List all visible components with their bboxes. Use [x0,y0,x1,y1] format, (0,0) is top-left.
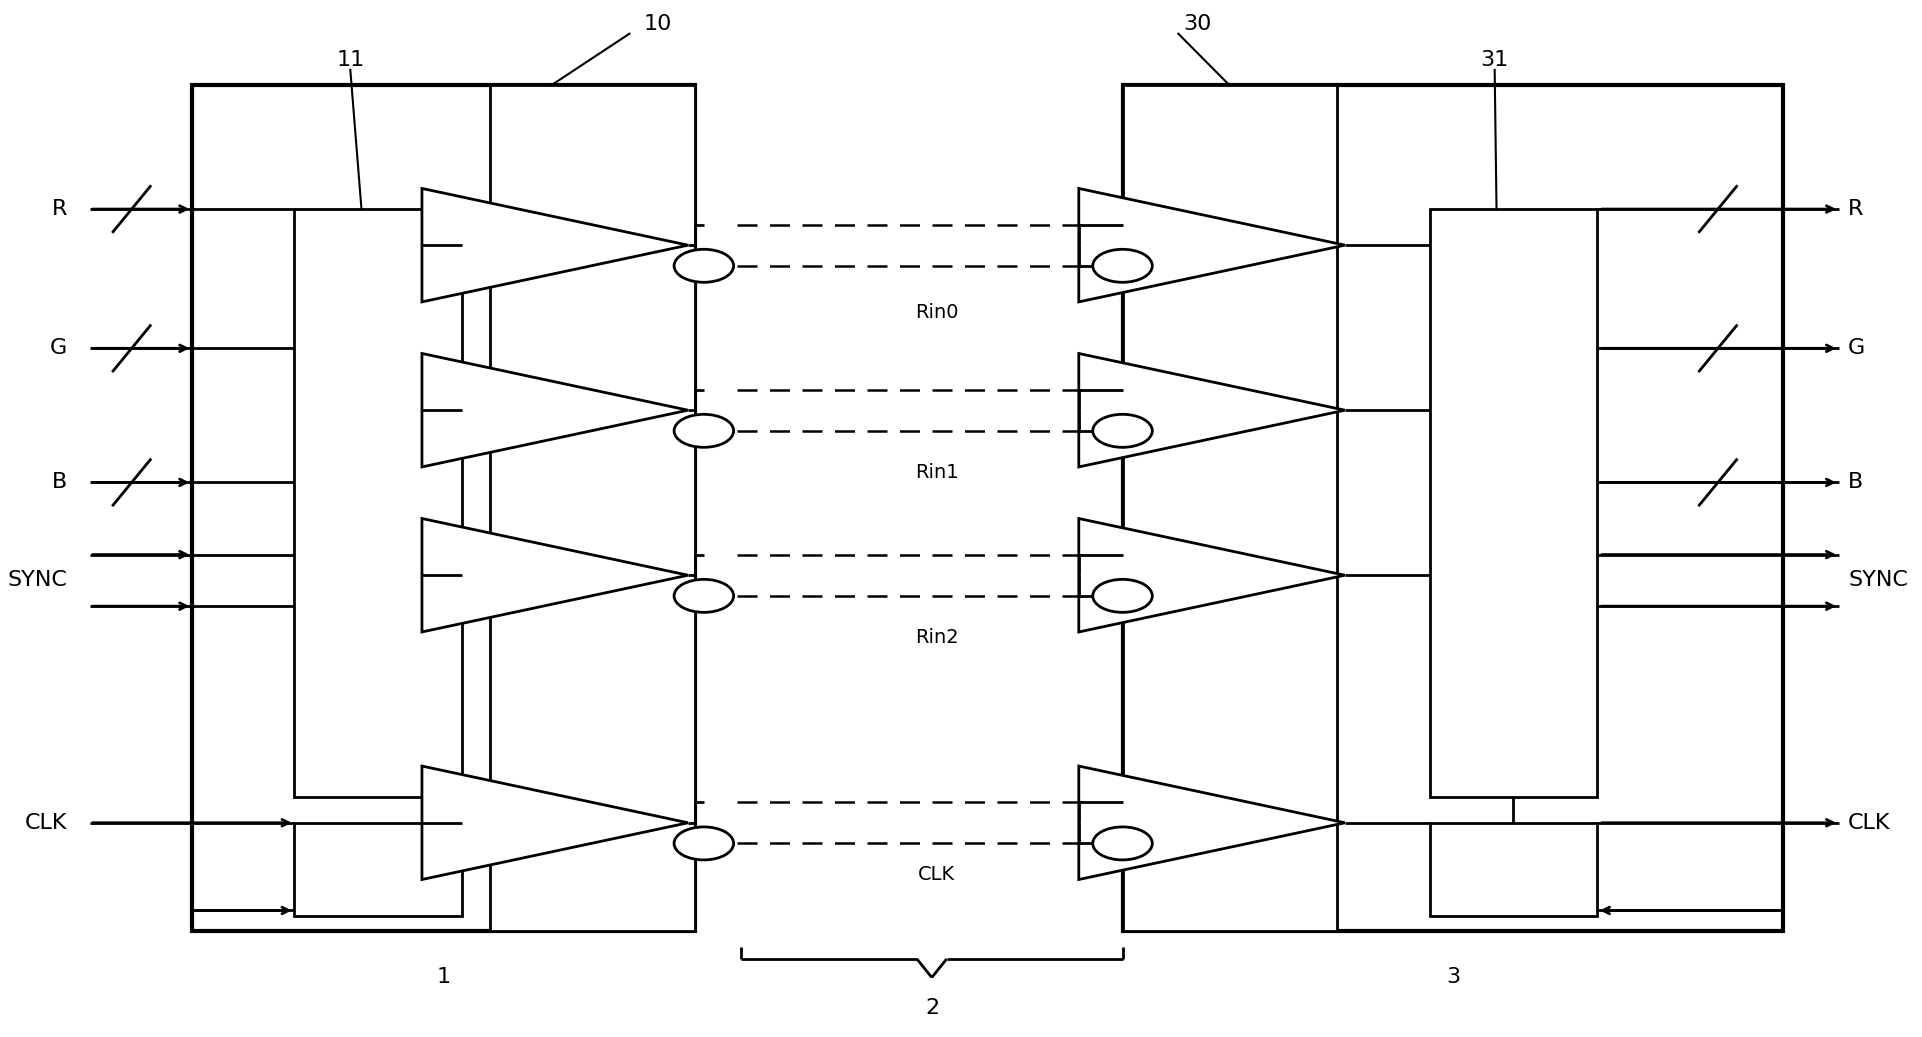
Bar [1122,85,1336,931]
Text: 1: 1 [436,968,450,987]
Polygon shape [423,766,688,879]
Bar [192,85,694,931]
Polygon shape [1078,189,1345,302]
Polygon shape [1078,354,1345,467]
Text: 31: 31 [1480,50,1509,69]
Polygon shape [1078,766,1345,879]
Circle shape [1094,826,1153,860]
Text: CLK: CLK [25,813,67,833]
Text: Rin0: Rin0 [915,303,959,321]
Text: SYNC: SYNC [8,570,67,590]
Text: B: B [52,473,67,493]
Polygon shape [1078,518,1345,632]
Text: CLK: CLK [1849,813,1891,833]
Text: R: R [52,199,67,219]
Bar [294,822,461,916]
Text: Rin2: Rin2 [915,627,959,647]
Circle shape [675,249,734,282]
Text: SYNC: SYNC [1849,570,1909,590]
Circle shape [675,826,734,860]
Polygon shape [423,189,688,302]
Text: Rin1: Rin1 [915,463,959,481]
Text: 11: 11 [336,50,365,69]
Text: G: G [1849,338,1866,359]
Text: 30: 30 [1182,13,1211,34]
Text: R: R [1849,199,1864,219]
Circle shape [1094,415,1153,447]
Text: 3: 3 [1447,968,1461,987]
Text: G: G [50,338,67,359]
Bar [1430,822,1597,916]
Circle shape [675,415,734,447]
Bar [294,209,461,797]
Circle shape [675,580,734,613]
Bar [1122,85,1784,931]
Text: 2: 2 [926,999,940,1018]
Bar [490,85,694,931]
Circle shape [1094,580,1153,613]
Polygon shape [423,354,688,467]
Text: B: B [1849,473,1864,493]
Circle shape [1094,249,1153,282]
Text: CLK: CLK [919,865,955,884]
Bar [1430,209,1597,797]
Polygon shape [423,518,688,632]
Text: 10: 10 [644,13,671,34]
